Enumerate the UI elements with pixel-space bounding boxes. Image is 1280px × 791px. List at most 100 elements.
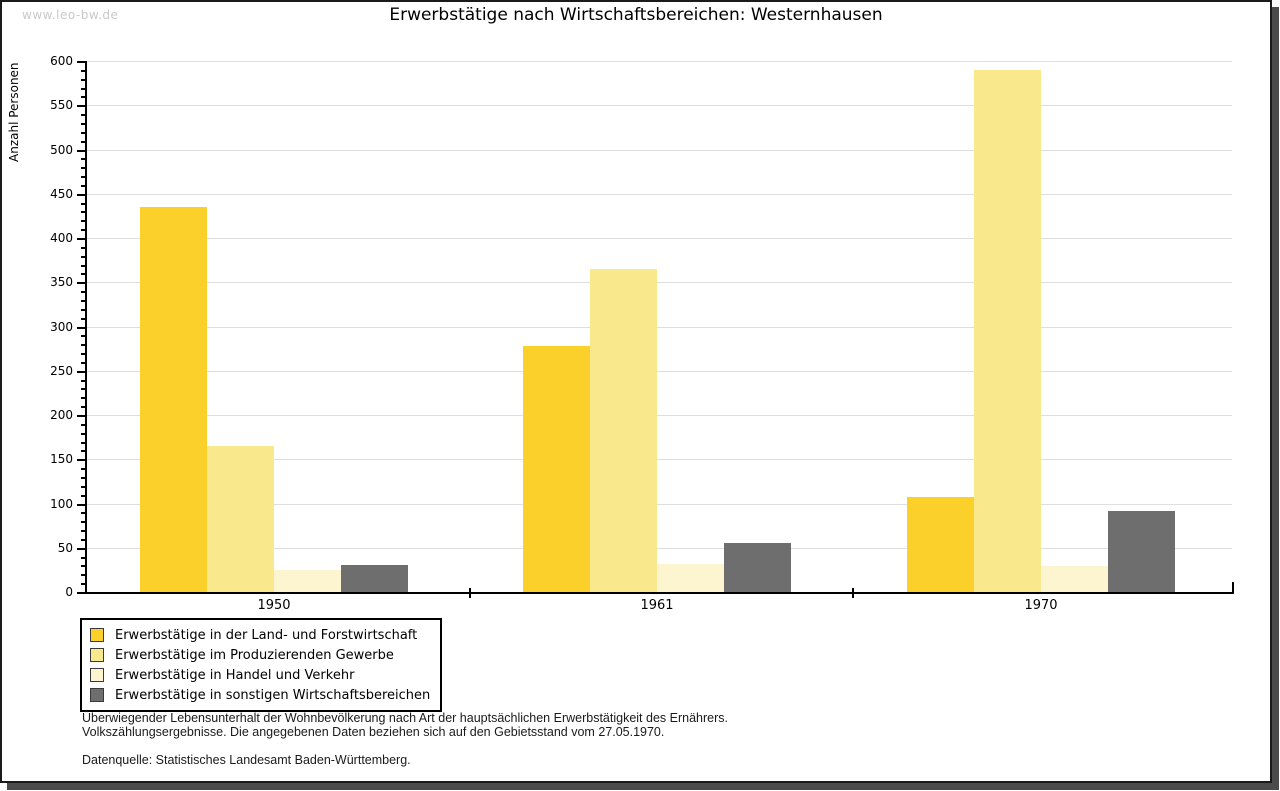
gridline-200 xyxy=(87,415,1232,416)
y-tick-minor xyxy=(81,476,85,479)
gridline-550 xyxy=(87,105,1232,107)
y-tick-minor xyxy=(81,335,85,338)
y-tick-minor xyxy=(81,353,85,356)
y-tick-major xyxy=(77,459,85,462)
y-tick-minor xyxy=(81,379,85,382)
data-source: Datenquelle: Statistisches Landesamt Bad… xyxy=(82,753,411,767)
y-tick-minor xyxy=(81,69,85,72)
gridline-500 xyxy=(87,149,1232,151)
y-tick-label-0: 0 xyxy=(65,585,73,599)
y-tick-minor xyxy=(81,176,85,179)
y-tick-minor xyxy=(81,246,85,249)
legend-label: Erwerbstätige im Produzierenden Gewerbe xyxy=(115,647,394,663)
y-tick-minor xyxy=(81,432,85,435)
y-tick-minor xyxy=(81,78,85,81)
bar-1970-series-1 xyxy=(907,497,974,592)
legend-row-1: Erwerbstätige in der Land- und Forstwirt… xyxy=(90,625,430,645)
bar-1961-series-2 xyxy=(590,268,657,592)
y-tick-minor xyxy=(81,273,85,276)
x-axis xyxy=(85,592,1232,594)
gridline-50 xyxy=(87,547,1232,549)
bar-1961-series-1 xyxy=(523,345,590,592)
y-tick-minor xyxy=(81,521,85,524)
y-tick-minor xyxy=(81,255,85,258)
gridline-100 xyxy=(87,503,1232,505)
footnote-line-2: Volkszählungsergebnisse. Die angegebenen… xyxy=(82,725,665,739)
legend-label: Erwerbstätige in Handel und Verkehr xyxy=(115,667,355,683)
bar-1961-series-4 xyxy=(724,543,791,592)
bar-1950-series-1 xyxy=(140,207,207,592)
y-tick-minor xyxy=(81,530,85,533)
y-tick-label-150: 150 xyxy=(50,452,73,467)
y-tick-major xyxy=(77,547,85,550)
bar-1970-series-3 xyxy=(1041,566,1108,592)
y-tick-minor xyxy=(81,202,85,205)
bar-1970-series-4 xyxy=(1108,510,1175,592)
y-tick-minor xyxy=(81,574,85,577)
y-tick-minor xyxy=(81,556,85,559)
gridline-600 xyxy=(87,61,1232,62)
legend-row-3: Erwerbstätige in Handel und Verkehr xyxy=(90,665,430,685)
y-tick-label-600: 600 xyxy=(50,54,73,68)
y-tick-minor xyxy=(81,361,85,364)
y-tick-minor xyxy=(81,565,85,568)
legend-label: Erwerbstätige in der Land- und Forstwirt… xyxy=(115,627,418,643)
legend-swatch-icon xyxy=(90,628,104,642)
y-tick-minor xyxy=(81,140,85,143)
y-tick-minor xyxy=(81,229,85,232)
y-tick-minor xyxy=(81,494,85,497)
bar-1950-series-2 xyxy=(207,445,274,592)
gridline-450 xyxy=(87,193,1232,195)
y-tick-minor xyxy=(81,131,85,134)
y-tick-minor xyxy=(81,450,85,453)
y-tick-minor xyxy=(81,423,85,426)
y-tick-minor xyxy=(81,220,85,223)
y-tick-minor xyxy=(81,211,85,214)
y-tick-minor xyxy=(81,441,85,444)
x-boundary-tick-1 xyxy=(469,588,471,598)
y-tick-major xyxy=(77,370,85,373)
y-tick-label-400: 400 xyxy=(50,231,73,245)
y-tick-minor xyxy=(81,388,85,391)
x-boundary-tick-2 xyxy=(852,588,854,598)
y-tick-label-250: 250 xyxy=(50,363,73,378)
legend-row-4: Erwerbstätige in sonstigen Wirtschaftsbe… xyxy=(90,685,430,705)
y-tick-major xyxy=(77,193,85,196)
footnotes: Überwiegender Lebensunterhalt der Wohnbe… xyxy=(82,711,728,767)
plot-area: 0 50 100 150 200 250 300 350 400 450 500 550 600 1950… xyxy=(2,2,1274,622)
y-tick-minor xyxy=(81,583,85,586)
y-axis xyxy=(85,61,87,594)
y-tick-minor xyxy=(81,485,85,488)
bar-1970-series-2 xyxy=(974,69,1041,592)
y-tick-major xyxy=(77,61,85,63)
y-tick-minor xyxy=(81,299,85,302)
y-tick-minor xyxy=(81,291,85,294)
y-tick-minor xyxy=(81,184,85,187)
y-tick-minor xyxy=(81,114,85,117)
legend-swatch-icon xyxy=(90,688,104,702)
x-category-label-1961: 1961 xyxy=(640,598,674,613)
y-tick-label-550: 550 xyxy=(50,98,73,113)
legend-label: Erwerbstätige in sonstigen Wirtschaftsbe… xyxy=(115,687,431,703)
gridline-400 xyxy=(87,238,1232,239)
y-tick-label-100: 100 xyxy=(50,496,73,511)
legend-swatch-icon xyxy=(90,668,104,682)
y-tick-major xyxy=(77,105,85,108)
y-tick-minor xyxy=(81,158,85,161)
y-tick-label-350: 350 xyxy=(50,275,73,290)
y-tick-minor xyxy=(81,264,85,267)
x-category-label-1950: 1950 xyxy=(257,598,291,613)
y-tick-major xyxy=(77,238,85,240)
bar-1950-series-3 xyxy=(274,569,341,592)
y-tick-major xyxy=(77,326,85,329)
y-tick-minor xyxy=(81,397,85,400)
footnote-line-1: Überwiegender Lebensunterhalt der Wohnbe… xyxy=(82,711,728,725)
x-category-label-1970: 1970 xyxy=(1024,598,1058,613)
legend-row-2: Erwerbstätige im Produzierenden Gewerbe xyxy=(90,645,430,665)
y-tick-minor xyxy=(81,122,85,125)
y-tick-major xyxy=(77,592,85,594)
y-tick-minor xyxy=(81,512,85,515)
y-tick-minor xyxy=(81,167,85,170)
y-tick-label-200: 200 xyxy=(50,408,73,422)
